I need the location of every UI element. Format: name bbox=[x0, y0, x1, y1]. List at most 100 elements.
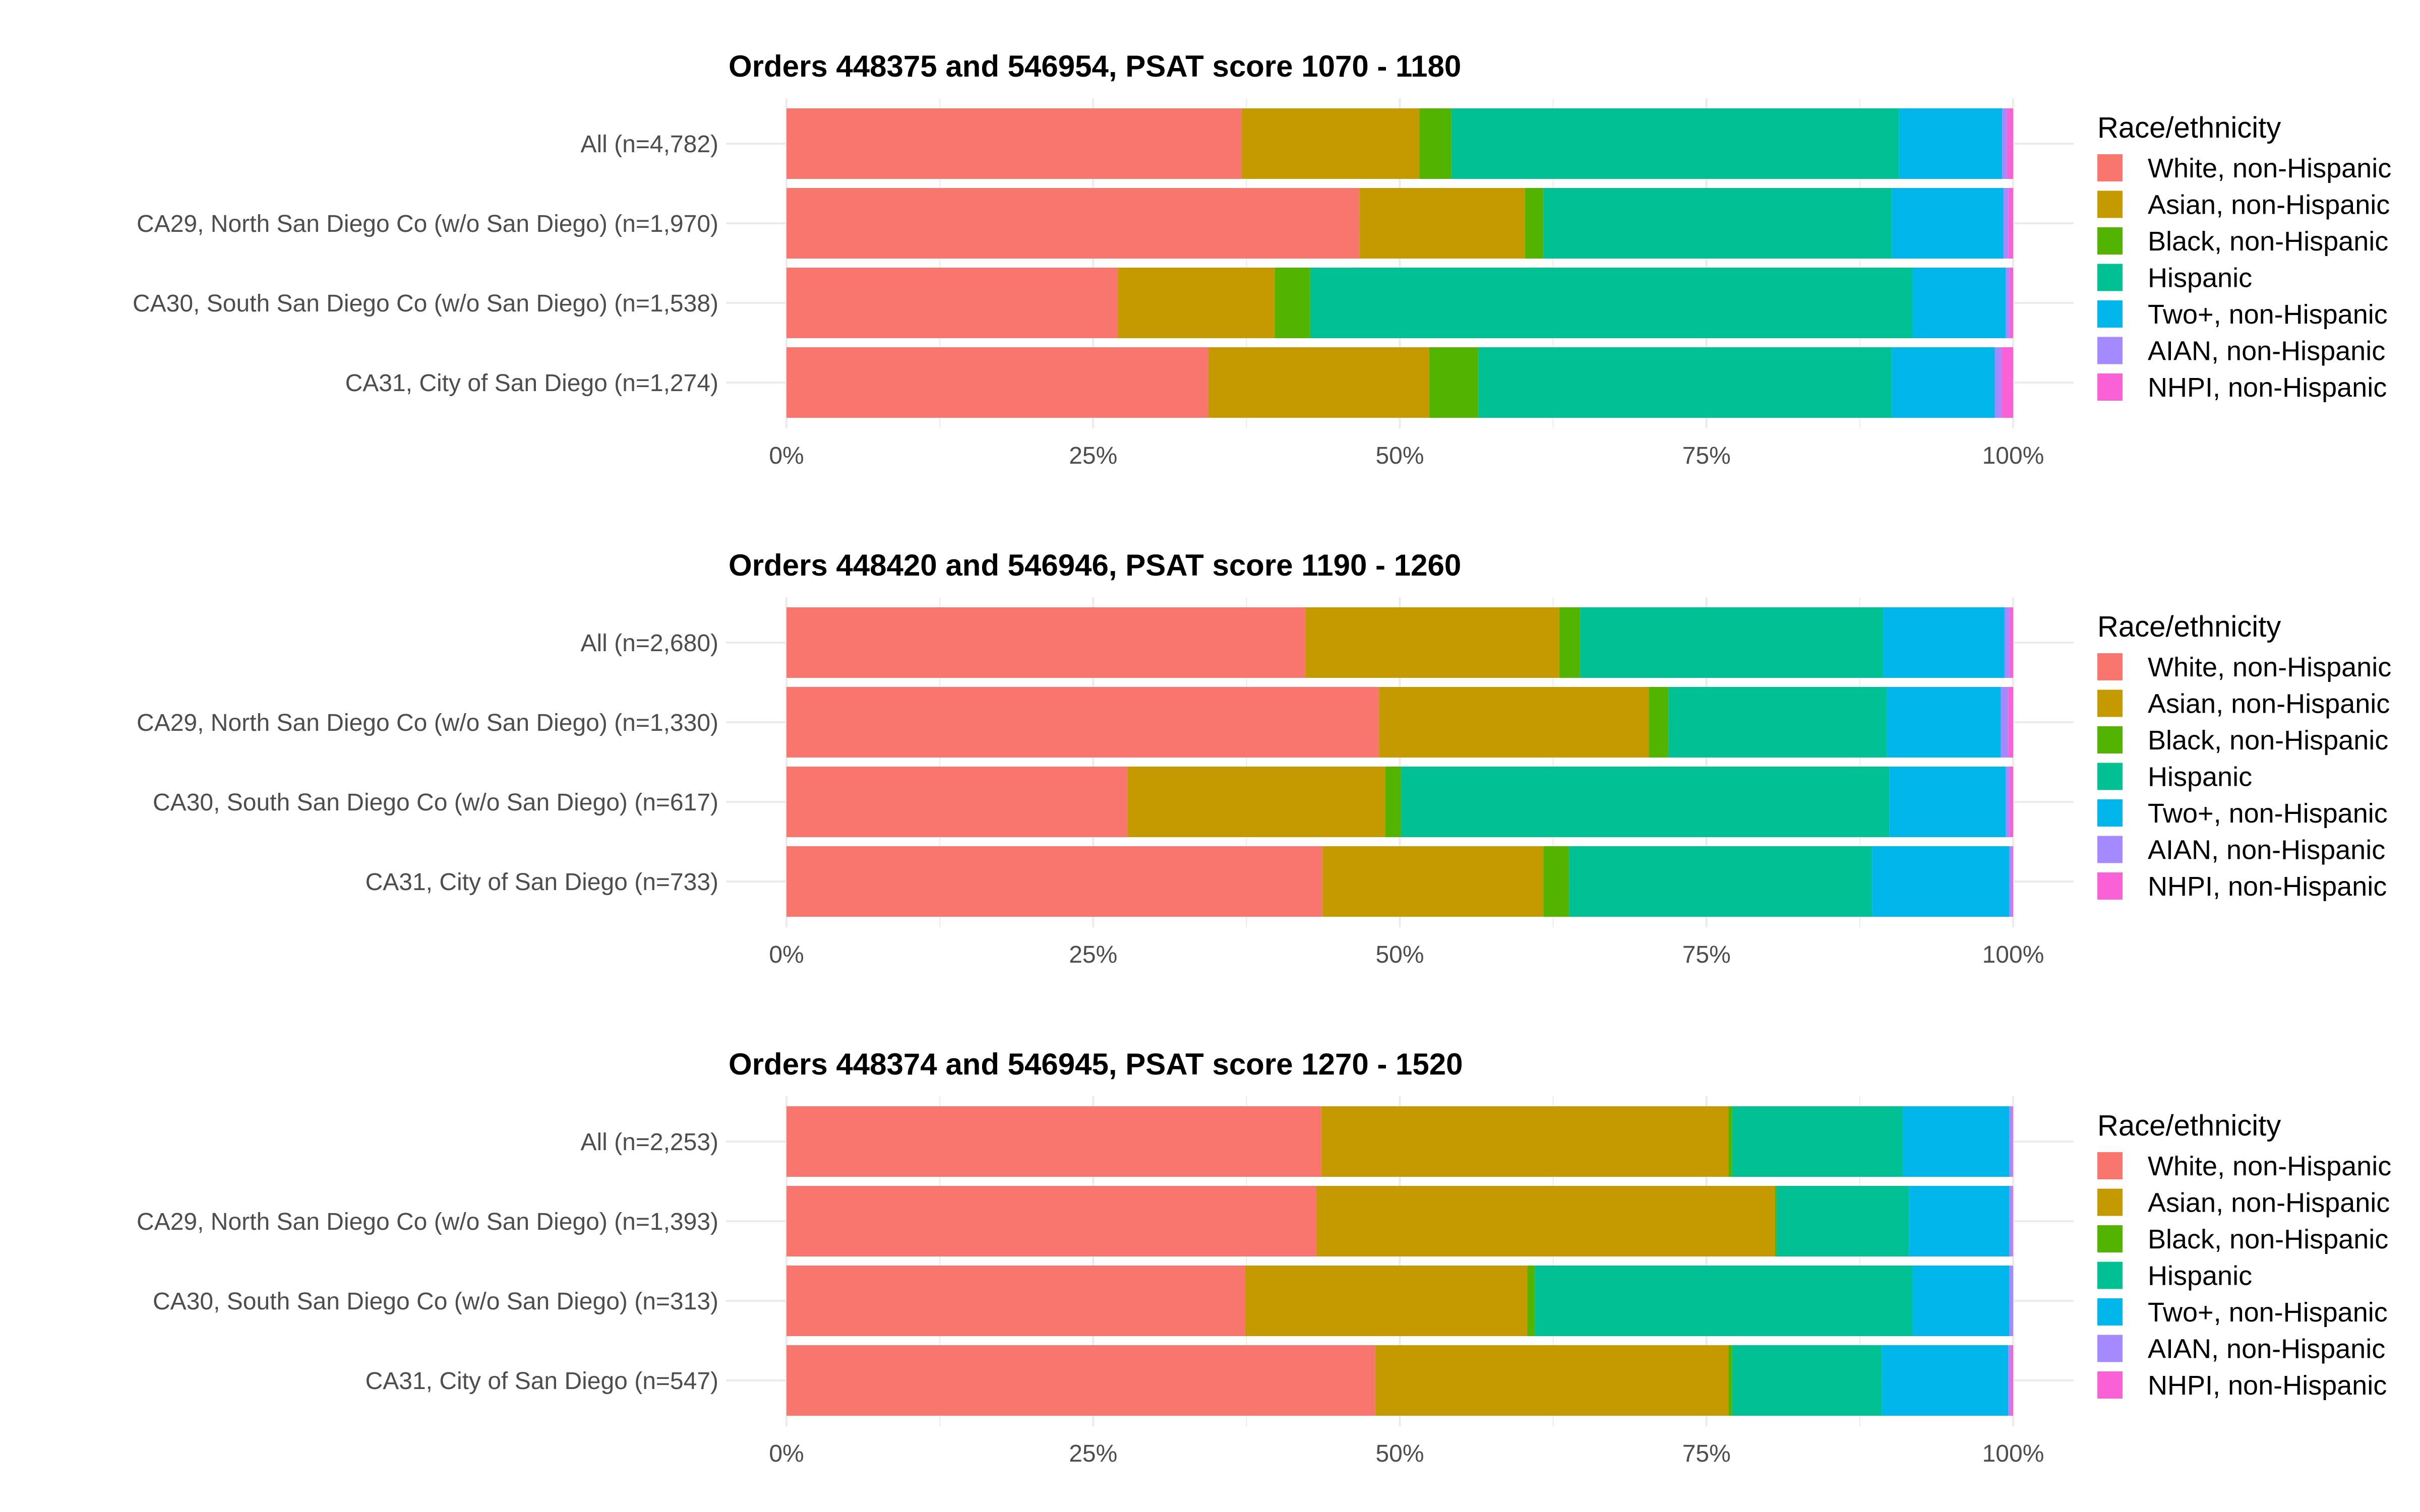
x-tick-label: 0% bbox=[769, 443, 804, 469]
panel-3: Orders 448374 and 546945, PSAT score 127… bbox=[137, 1047, 2391, 1467]
legend-label: Black, non-Hispanic bbox=[2148, 1224, 2388, 1254]
bar-row bbox=[786, 1345, 2013, 1416]
legend-label: White, non-Hispanic bbox=[2148, 652, 2391, 682]
x-tick-label: 25% bbox=[1069, 1440, 1117, 1467]
bar-segment-two-non-hispanic bbox=[1892, 347, 1995, 418]
x-tick-label: 100% bbox=[1982, 1440, 2044, 1467]
legend-label: White, non-Hispanic bbox=[2148, 1151, 2391, 1181]
legend-swatch bbox=[2097, 689, 2123, 717]
bar-segment-white-non-hispanic bbox=[786, 687, 1379, 758]
bar-segment-two-non-hispanic bbox=[1912, 268, 2006, 338]
legend-swatch bbox=[2097, 653, 2123, 680]
legend-label: Black, non-Hispanic bbox=[2148, 226, 2388, 257]
bar-segment-nhpi-non-hispanic bbox=[2008, 687, 2013, 758]
legend-item: White, non-Hispanic bbox=[2097, 1151, 2391, 1181]
bar-segment-aian-non-hispanic bbox=[2009, 1186, 2013, 1256]
bar-segment-aian-non-hispanic bbox=[2008, 1345, 2011, 1416]
legend: Race/ethnicity White, non-Hispanic Asian, … bbox=[2097, 610, 2391, 902]
bar-segment-black-non-hispanic bbox=[1419, 108, 1451, 179]
legend-swatch bbox=[2097, 1225, 2123, 1252]
legend-label: Two+, non-Hispanic bbox=[2148, 1297, 2388, 1328]
legend-title: Race/ethnicity bbox=[2097, 1109, 2281, 1142]
y-tick-label: CA31, City of San Diego (n=547) bbox=[366, 1368, 718, 1395]
bar-segment-white-non-hispanic bbox=[786, 767, 1128, 837]
legend-item: NHPI, non-Hispanic bbox=[2097, 871, 2387, 902]
panel-title: Orders 448375 and 546954, PSAT score 107… bbox=[729, 49, 1461, 83]
bar-row bbox=[786, 767, 2013, 837]
bar-segment-black-non-hispanic bbox=[1275, 268, 1310, 338]
bar-segment-hispanic bbox=[1732, 1345, 1882, 1416]
legend-label: NHPI, non-Hispanic bbox=[2148, 871, 2387, 902]
bar-segment-black-non-hispanic bbox=[1429, 347, 1479, 418]
bar-row bbox=[786, 1266, 2013, 1336]
bar-segment-hispanic bbox=[1732, 1106, 1903, 1177]
legend-item: Black, non-Hispanic bbox=[2097, 1224, 2388, 1254]
bar-segment-asian-non-hispanic bbox=[1245, 1266, 1528, 1336]
legend-swatch bbox=[2097, 726, 2123, 753]
legend-item: Hispanic bbox=[2097, 762, 2252, 792]
legend-item: Black, non-Hispanic bbox=[2097, 725, 2388, 755]
panel-title: Orders 448420 and 546946, PSAT score 119… bbox=[729, 548, 1461, 582]
legend-swatch bbox=[2097, 264, 2123, 291]
bar-segment-asian-non-hispanic bbox=[1305, 607, 1559, 678]
bar-segment-aian-non-hispanic bbox=[2001, 687, 2009, 758]
bar-segment-black-non-hispanic bbox=[1728, 1345, 1732, 1416]
bar-row bbox=[786, 846, 2013, 917]
bar-segment-white-non-hispanic bbox=[786, 846, 1323, 917]
x-tick-label: 25% bbox=[1069, 443, 1117, 469]
legend-swatch bbox=[2097, 1371, 2123, 1399]
x-tick-label: 75% bbox=[1682, 1440, 1731, 1467]
legend-item: White, non-Hispanic bbox=[2097, 652, 2391, 682]
bar-segment-nhpi-non-hispanic bbox=[2008, 188, 2013, 259]
bar-row bbox=[786, 607, 2013, 678]
legend-swatch bbox=[2097, 1298, 2123, 1326]
y-tick-label: All (n=2,253) bbox=[581, 1129, 719, 1156]
bar-segment-asian-non-hispanic bbox=[1316, 1186, 1775, 1256]
bar-segment-two-non-hispanic bbox=[1899, 108, 2003, 179]
legend-label: Hispanic bbox=[2148, 263, 2252, 293]
legend-item: White, non-Hispanic bbox=[2097, 153, 2391, 183]
legend-title: Race/ethnicity bbox=[2097, 610, 2281, 643]
bar-segment-nhpi-non-hispanic bbox=[2012, 846, 2013, 917]
bar-segment-hispanic bbox=[1543, 188, 1892, 259]
bar-segment-nhpi-non-hispanic bbox=[2001, 347, 2013, 418]
y-tick-label: CA30, South San Diego Co (w/o San Diego)… bbox=[153, 789, 718, 816]
bar-segment-white-non-hispanic bbox=[786, 1106, 1321, 1177]
x-tick-label: 100% bbox=[1982, 941, 2044, 968]
legend-label: NHPI, non-Hispanic bbox=[2148, 372, 2387, 403]
legend-swatch bbox=[2097, 300, 2123, 328]
bar-segment-asian-non-hispanic bbox=[1117, 268, 1275, 338]
bar-segment-asian-non-hispanic bbox=[1359, 188, 1525, 259]
bar-segment-hispanic bbox=[1401, 767, 1890, 837]
legend-item: Two+, non-Hispanic bbox=[2097, 299, 2388, 330]
bar-segment-asian-non-hispanic bbox=[1322, 846, 1544, 917]
bar-row bbox=[786, 347, 2013, 418]
legend-label: Black, non-Hispanic bbox=[2148, 725, 2388, 755]
legend-swatch bbox=[2097, 763, 2123, 790]
y-tick-label: All (n=4,782) bbox=[581, 131, 719, 158]
y-tick-label: All (n=2,680) bbox=[581, 630, 719, 657]
legend-item: Asian, non-Hispanic bbox=[2097, 1188, 2390, 1218]
legend-swatch bbox=[2097, 1262, 2123, 1289]
bar-segment-two-non-hispanic bbox=[1909, 1186, 2010, 1256]
bar-segment-white-non-hispanic bbox=[786, 268, 1118, 338]
bar-segment-black-non-hispanic bbox=[1559, 607, 1581, 678]
y-tick-label: CA31, City of San Diego (n=733) bbox=[366, 869, 718, 896]
legend-item: Black, non-Hispanic bbox=[2097, 226, 2388, 257]
bar-segment-aian-non-hispanic bbox=[2009, 1106, 2013, 1177]
bar-row bbox=[786, 268, 2013, 338]
bar-segment-two-non-hispanic bbox=[1883, 607, 2005, 678]
legend-item: AIAN, non-Hispanic bbox=[2097, 336, 2385, 366]
bar-segment-black-non-hispanic bbox=[1728, 1106, 1732, 1177]
legend-swatch bbox=[2097, 154, 2123, 181]
bar-segment-hispanic bbox=[1580, 607, 1884, 678]
bar-segment-black-non-hispanic bbox=[1543, 846, 1569, 917]
bar-segment-nhpi-non-hispanic bbox=[2009, 268, 2013, 338]
legend-label: AIAN, non-Hispanic bbox=[2148, 1334, 2385, 1364]
legend-swatch bbox=[2097, 1152, 2123, 1179]
bar-row bbox=[786, 108, 2013, 179]
x-tick-label: 0% bbox=[769, 941, 804, 968]
legend-swatch bbox=[2097, 1335, 2123, 1362]
bar-segment-two-non-hispanic bbox=[1882, 1345, 2009, 1416]
